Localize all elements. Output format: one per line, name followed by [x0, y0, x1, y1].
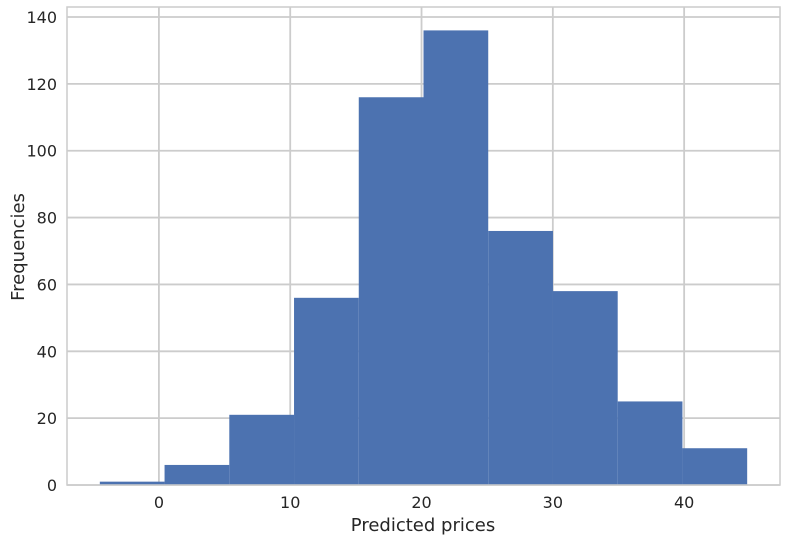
y-tick-label: 60 [37, 275, 57, 294]
histogram-bar [358, 97, 424, 486]
y-tick-label: 0 [47, 476, 57, 495]
y-axis-label: Frequencies [8, 193, 29, 301]
tick-labels: 0 10 20 30 40 0 20 40 60 80 100 120 140 [26, 8, 694, 512]
plot-border [66, 6, 781, 486]
x-tick-label: 0 [154, 493, 164, 512]
histogram-bar [164, 464, 230, 485]
y-tick-label: 100 [26, 142, 57, 161]
y-tick-label: 40 [37, 342, 57, 361]
y-tick-label: 20 [37, 409, 57, 428]
histogram-bar [552, 291, 618, 485]
histogram-bar [682, 448, 748, 485]
y-tick-label: 140 [26, 8, 57, 27]
histogram-bar [617, 401, 683, 485]
histogram-bar [294, 297, 359, 485]
x-tick-label: 40 [674, 493, 694, 512]
histogram-bar [488, 230, 553, 485]
bars [99, 30, 748, 486]
histogram-bar [99, 481, 165, 485]
x-tick-label: 10 [280, 493, 300, 512]
y-tick-label: 80 [37, 209, 57, 228]
x-tick-label: 30 [543, 493, 563, 512]
y-tick-label: 120 [26, 75, 57, 94]
histogram-bar [423, 30, 489, 486]
x-tick-label: 20 [411, 493, 431, 512]
histogram-bar [229, 414, 295, 485]
x-axis-label: Predicted prices [351, 515, 495, 536]
plot-frame [66, 6, 781, 486]
